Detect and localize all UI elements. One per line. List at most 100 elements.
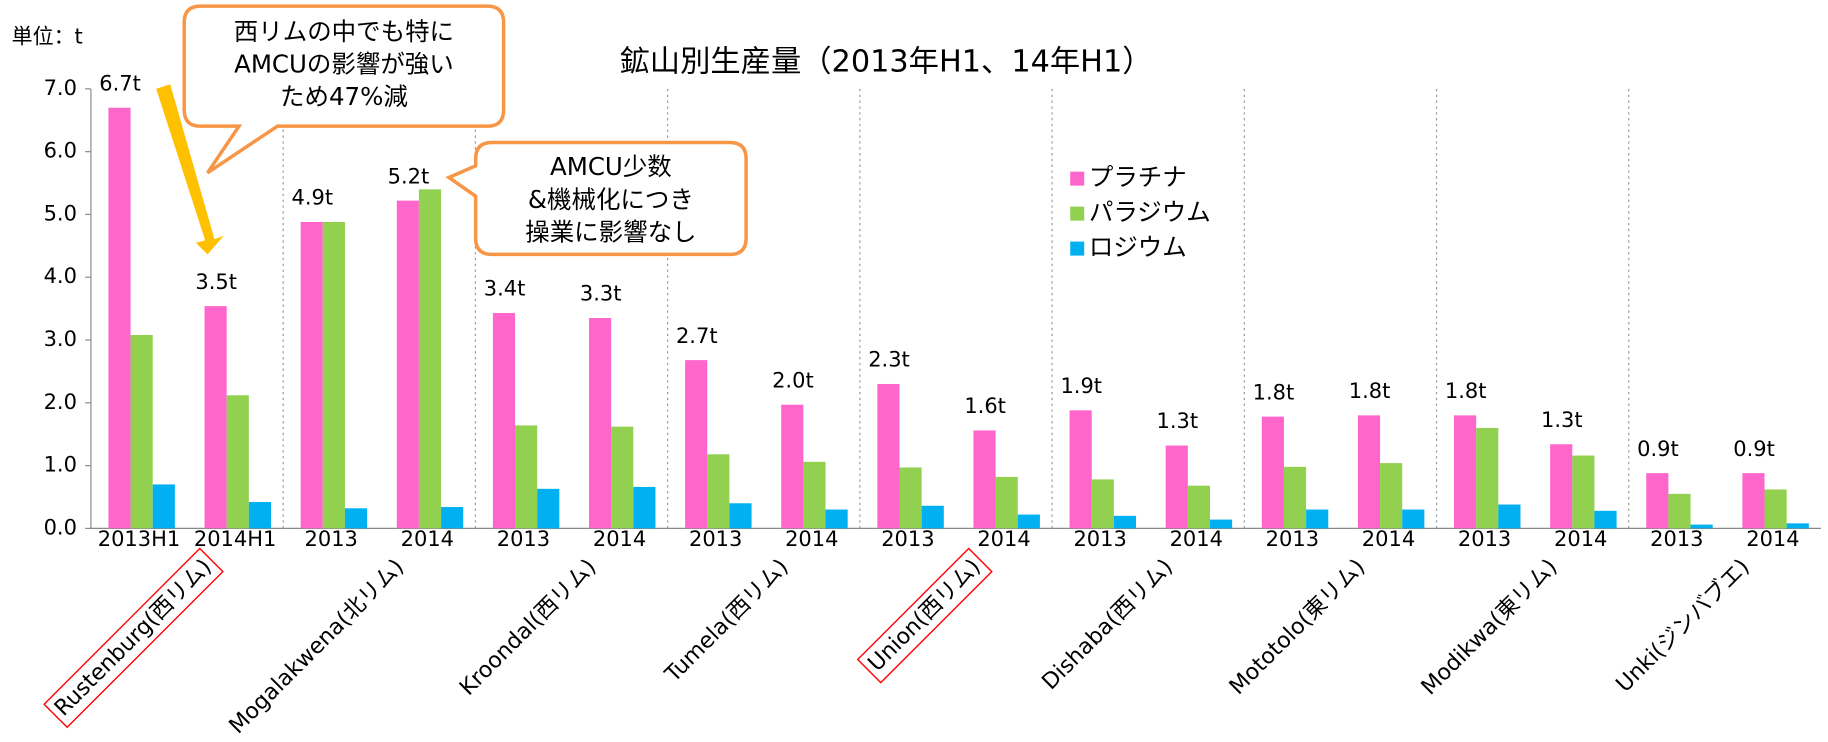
group-label: Modikwa(東リム) xyxy=(1416,554,1562,700)
group-label: Mototolo(東リム) xyxy=(1224,554,1370,700)
group-label: Dishaba(西リム) xyxy=(1037,554,1178,695)
bar xyxy=(1113,515,1137,529)
bar xyxy=(492,313,516,529)
group-label-wrap: Tumela(西リム) xyxy=(659,554,793,688)
y-tick-label: 1.0 xyxy=(44,453,77,477)
bar xyxy=(1550,444,1573,529)
bar xyxy=(322,221,345,529)
bar xyxy=(1668,493,1691,529)
x-tick-label: 2013 xyxy=(1266,527,1319,551)
x-tick-label: 2013 xyxy=(1073,527,1126,551)
annotation-line: 西リムの中でも特に xyxy=(234,17,454,46)
data-label: 4.9t xyxy=(292,186,334,210)
group-label-wrap: Mototolo(東リム) xyxy=(1224,554,1370,700)
x-tick-label: 2014 xyxy=(401,527,454,551)
x-tick-label: 2014 xyxy=(785,527,838,551)
legend-swatch xyxy=(1070,171,1085,186)
data-label: 6.7t xyxy=(99,71,141,95)
bar xyxy=(1306,509,1329,529)
group-label-wrap: Union(西リム) xyxy=(856,547,993,684)
annotation-line: AMCU少数 xyxy=(550,152,672,181)
bar xyxy=(1380,463,1403,529)
bar xyxy=(588,318,612,529)
bar xyxy=(1091,479,1114,529)
arrow xyxy=(156,84,224,255)
bar xyxy=(803,461,826,529)
bar xyxy=(611,426,634,529)
annotation-line: AMCUの影響が強い xyxy=(234,50,454,79)
bar xyxy=(1357,415,1381,529)
bar xyxy=(707,454,730,529)
bar xyxy=(1069,410,1092,529)
bar xyxy=(1017,514,1040,529)
bar xyxy=(685,360,708,529)
bar xyxy=(300,221,323,529)
bar xyxy=(1764,489,1787,529)
bar xyxy=(130,334,153,529)
x-tick-label: 2014 xyxy=(1746,527,1799,551)
x-tick-label: 2013 xyxy=(1650,527,1703,551)
x-tick-label: 2014 xyxy=(593,527,646,551)
bar xyxy=(204,306,227,529)
bar xyxy=(515,425,538,529)
data-label: 3.3t xyxy=(580,282,622,306)
group-label-wrap: Rustenburg(西リム) xyxy=(43,547,224,729)
bar xyxy=(1402,509,1425,529)
bar xyxy=(877,383,900,529)
bar xyxy=(825,509,848,529)
bar xyxy=(921,505,944,529)
highlight-box xyxy=(43,547,224,729)
x-tick-label: 2013 xyxy=(881,527,934,551)
data-label: 2.3t xyxy=(868,348,910,372)
annotation-line: &機械化につき xyxy=(528,185,694,214)
plot: 0.0 1.0 2.0 3.0 4.0 5.0 6.0 7.0 6.7t 2013H1 3.5t 20… xyxy=(43,71,1822,739)
bar xyxy=(1742,473,1765,529)
x-tick-label: 2013 xyxy=(1458,527,1511,551)
group-label: Rustenburg(西リム) xyxy=(49,554,216,721)
bar xyxy=(781,404,804,529)
x-tick-label: 2014 xyxy=(1362,527,1415,551)
group-label-wrap: Unki(ジンバブエ) xyxy=(1611,554,1755,698)
x-tick-label: 2014 xyxy=(1554,527,1607,551)
legend-swatch xyxy=(1070,206,1085,221)
bar xyxy=(995,476,1018,529)
bar xyxy=(1261,416,1284,529)
bar xyxy=(729,503,752,529)
data-label: 1.8t xyxy=(1445,379,1487,403)
bar xyxy=(1454,415,1477,529)
data-label: 1.3t xyxy=(1541,408,1583,432)
data-label: 1.8t xyxy=(1349,379,1391,403)
group-label: Mogalakwena(北リム) xyxy=(224,554,409,739)
bar xyxy=(1209,519,1233,529)
y-tick-label: 6.0 xyxy=(44,139,77,163)
x-tick-label: 2013 xyxy=(689,527,742,551)
x-tick-label: 2014H1 xyxy=(194,527,276,551)
bar xyxy=(1498,504,1521,529)
x-tick-label: 2013H1 xyxy=(98,527,180,551)
bar xyxy=(344,508,368,529)
bar xyxy=(1572,455,1595,529)
chart-title: 鉱山別生産量（2013年H1、14年H1） xyxy=(619,45,1152,80)
group-label: Union(西リム) xyxy=(863,554,986,677)
data-label: 3.5t xyxy=(195,270,237,294)
bar xyxy=(1646,473,1669,529)
bar xyxy=(1187,485,1210,529)
bar xyxy=(1786,523,1809,529)
y-tick-label: 4.0 xyxy=(44,264,77,288)
group-label-wrap: Dishaba(西リム) xyxy=(1037,554,1178,695)
x-tick-label: 2013 xyxy=(305,527,358,551)
bar xyxy=(633,486,656,529)
callout-box xyxy=(445,140,748,257)
group-label: Unki(ジンバブエ) xyxy=(1611,554,1755,698)
group-label-wrap: Modikwa(東リム) xyxy=(1416,554,1562,700)
legend-swatch xyxy=(1070,241,1085,256)
unit-label: 単位：t xyxy=(12,25,83,49)
bar xyxy=(152,484,175,529)
data-label: 1.3t xyxy=(1157,409,1199,433)
legend-label: プラチナ xyxy=(1089,163,1187,192)
data-label: 0.9t xyxy=(1637,437,1679,461)
data-label: 1.8t xyxy=(1253,380,1295,404)
highlight-box xyxy=(856,547,993,684)
